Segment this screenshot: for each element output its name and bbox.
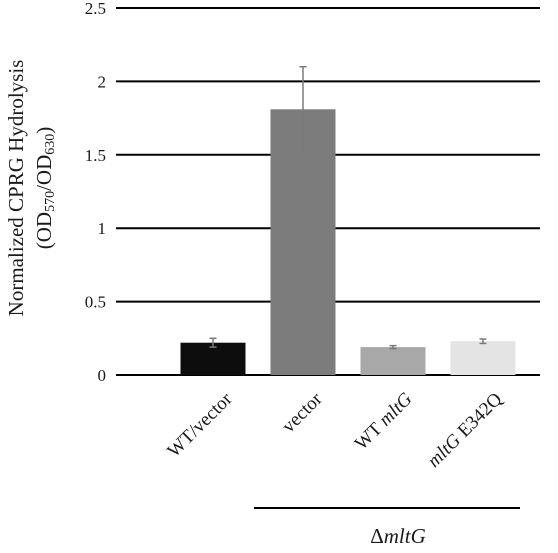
y-axis-label-units: (OD570/OD630) [32, 127, 58, 250]
y-tick-label: 2.5 [85, 0, 106, 18]
y-tick-label: 2 [98, 72, 107, 91]
error-bars [209, 65, 487, 350]
y-axis-label: Normalized CPRG Hydrolysis [4, 60, 28, 317]
y-tick-label: 1 [98, 219, 107, 238]
x-tick-label: vector [278, 388, 327, 437]
bar [180, 342, 246, 375]
bar [270, 109, 336, 376]
y-tick-labels: 0 0.5 1 1.5 2 2.5 [85, 0, 106, 385]
x-tick-label: mltG E342Q [423, 388, 506, 471]
group-label: ΔmltG [370, 524, 426, 548]
y-tick-label: 0 [98, 366, 107, 385]
y-tick-label: 0.5 [85, 293, 106, 312]
x-tick-label: WT mltG [351, 388, 417, 454]
bar [450, 341, 516, 375]
x-tick-label: WT/vector [163, 388, 237, 462]
bar [360, 347, 426, 375]
y-tick-label: 1.5 [85, 146, 106, 165]
bars [180, 109, 516, 376]
